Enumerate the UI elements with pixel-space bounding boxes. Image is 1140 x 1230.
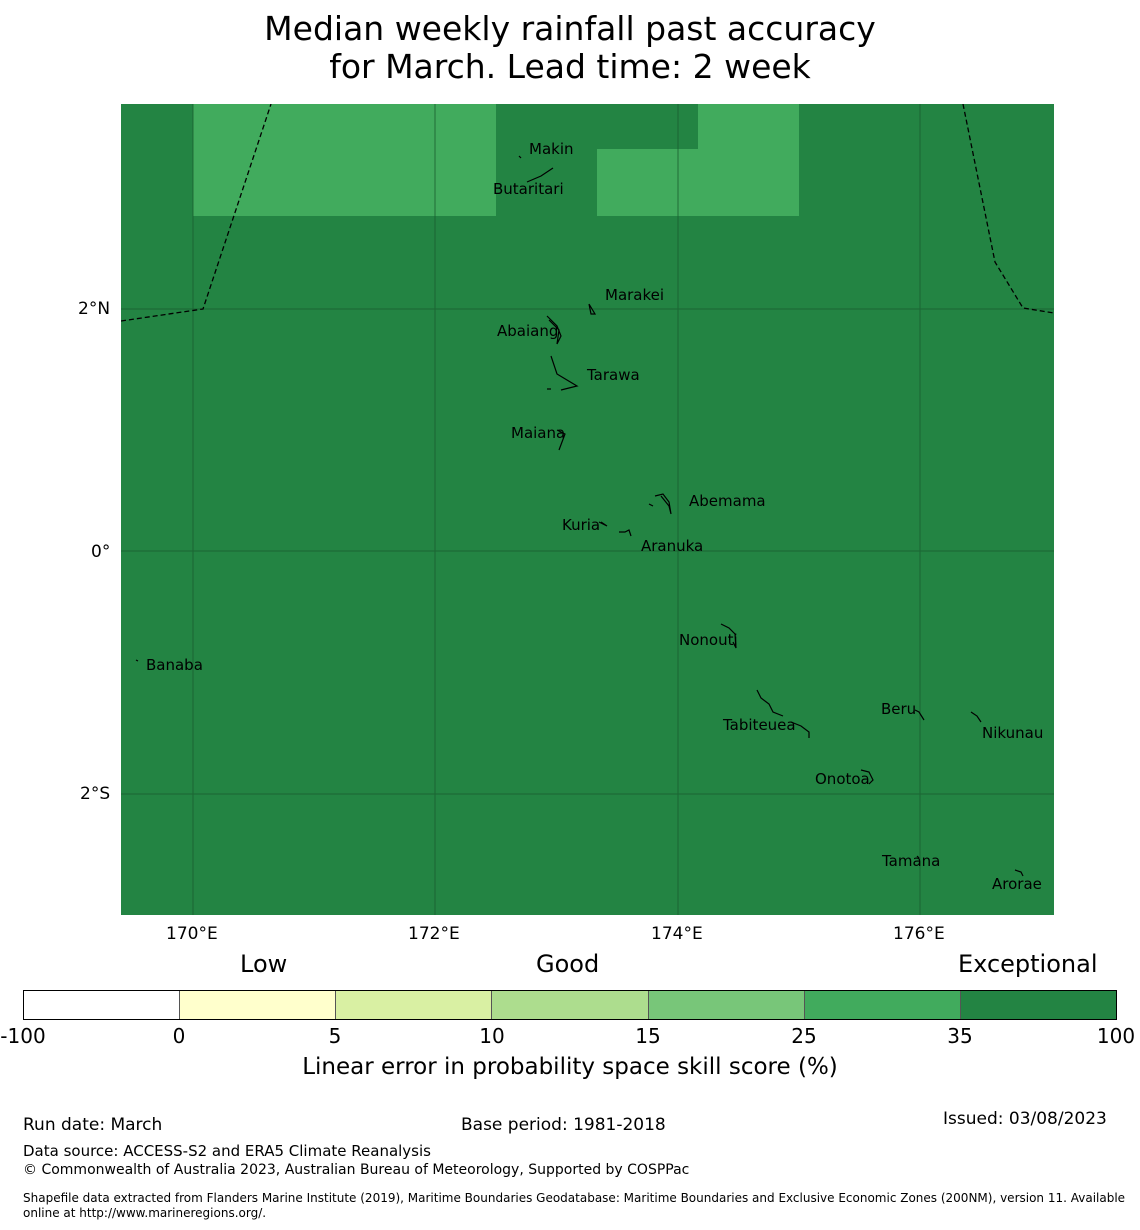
title-line-1: Median weekly rainfall past accuracy <box>264 9 876 48</box>
island-label-tabiteuea: Tabiteuea <box>722 716 796 734</box>
colorbar-tick-neg100: -100 <box>0 1024 46 1048</box>
island-label-maiana: Maiana <box>511 424 565 442</box>
colorbar <box>23 990 1117 1020</box>
map-background-exceptional <box>121 104 1054 915</box>
colorbar-tick-25: 25 <box>791 1024 817 1048</box>
colorbar-tick-15: 15 <box>635 1024 661 1048</box>
lat-tick-2n: 2°N <box>78 299 111 319</box>
colorbar-bin-0-5 <box>180 991 337 1019</box>
colorbar-bin-5-10 <box>336 991 493 1019</box>
legend-category-good: Good <box>536 950 600 978</box>
island-label-aranuka: Aranuka <box>641 537 703 555</box>
colorbar-tick-100: 100 <box>1096 1024 1136 1048</box>
island-label-tarawa: Tarawa <box>586 366 640 384</box>
base-period: Base period: 1981-2018 <box>461 1115 666 1135</box>
chart-title: Median weekly rainfall past accuracy for… <box>0 10 1140 86</box>
island-label-makin: Makin <box>529 140 574 158</box>
island-outlines <box>135 155 1024 877</box>
colorbar-tick-10: 10 <box>479 1024 505 1048</box>
island-label-onotoa: Onotoa <box>815 770 870 788</box>
colorbar-label: Linear error in probability space skill … <box>302 1054 838 1080</box>
colorbar-bin-15-25 <box>648 991 805 1019</box>
gridlines <box>121 104 1054 915</box>
island-label-marakei: Marakei <box>605 286 664 304</box>
island-label-beru: Beru <box>881 700 916 718</box>
island-label-arorae: Arorae <box>992 875 1042 893</box>
skill-region-high-west <box>193 104 496 216</box>
eez-boundaries <box>121 104 1054 322</box>
skill-map: Makin Butaritari Marakei Abaiang Tarawa … <box>121 104 1054 915</box>
island-label-kuria: Kuria <box>562 516 600 534</box>
issued-date: Issued: 03/08/2023 <box>943 1109 1107 1129</box>
data-source: Data source: ACCESS-S2 and ERA5 Climate … <box>23 1142 431 1160</box>
copyright: © Commonwealth of Australia 2023, Austra… <box>23 1162 690 1178</box>
lon-tick-170e: 170°E <box>166 924 218 944</box>
legend-category-exceptional: Exceptional <box>958 950 1098 978</box>
shapefile-credit-line2: online at http://www.marineregions.org/. <box>23 1206 267 1220</box>
island-label-tamana: Tamana <box>881 852 940 870</box>
skill-region-high-east-upper <box>698 104 799 149</box>
colorbar-bin-25-35 <box>804 991 961 1019</box>
run-date: Run date: March <box>23 1115 163 1135</box>
title-line-2: for March. Lead time: 2 week <box>329 47 811 86</box>
lat-tick-0: 0° <box>91 542 111 562</box>
island-label-nonouti: Nonouti <box>679 631 738 649</box>
island-label-abaiang: Abaiang <box>497 322 558 340</box>
island-labels: Makin Butaritari Marakei Abaiang Tarawa … <box>146 140 1043 893</box>
colorbar-bin-35-100 <box>960 991 1116 1019</box>
lon-tick-176e: 176°E <box>893 924 945 944</box>
island-label-nikunau: Nikunau <box>982 724 1043 742</box>
lon-tick-172e: 172°E <box>408 924 460 944</box>
lon-tick-174e: 174°E <box>651 924 703 944</box>
colorbar-bin-neg100-0 <box>24 991 181 1019</box>
shapefile-credit-line1: Shapefile data extracted from Flanders M… <box>23 1191 1126 1205</box>
island-label-abemama: Abemama <box>689 492 766 510</box>
legend-category-low: Low <box>240 950 288 978</box>
lat-tick-2s: 2°S <box>80 784 111 804</box>
colorbar-tick-5: 5 <box>328 1024 342 1048</box>
colorbar-tick-0: 0 <box>172 1024 186 1048</box>
colorbar-bin-10-15 <box>492 991 649 1019</box>
island-label-banaba: Banaba <box>146 656 203 674</box>
colorbar-tick-35: 35 <box>947 1024 973 1048</box>
skill-region-high-east-lower <box>597 149 799 216</box>
island-label-butaritari: Butaritari <box>493 180 564 198</box>
